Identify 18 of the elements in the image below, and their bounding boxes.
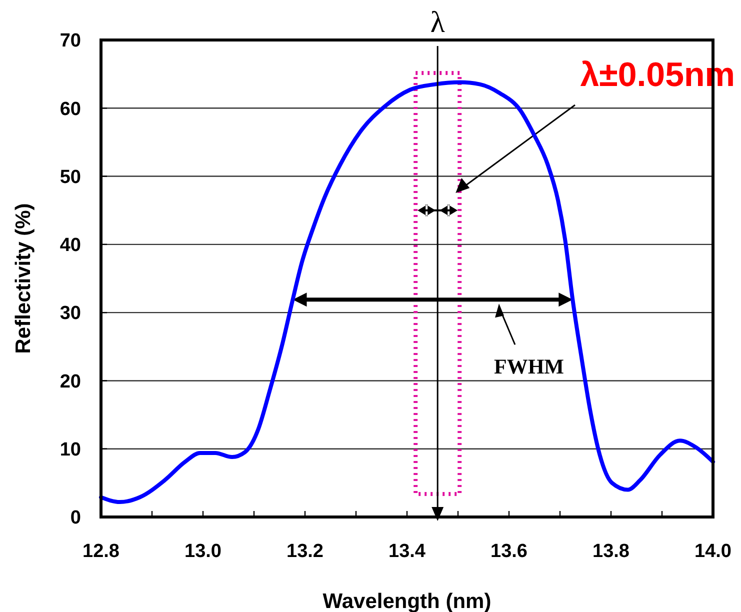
y-tick-label: 40 <box>60 235 81 256</box>
y-tick-label: 20 <box>60 371 81 392</box>
y-axis-title: Reflectivity (%) <box>12 203 35 354</box>
x-tick-label: 13.2 <box>286 541 324 562</box>
x-tick-label: 13.6 <box>490 541 528 562</box>
y-tick-label: 70 <box>60 30 81 52</box>
y-tick-label: 50 <box>60 166 81 188</box>
y-tick-label: 10 <box>60 440 81 461</box>
x-tick-label: 13.4 <box>388 541 426 562</box>
x-tick-label: 12.8 <box>82 541 120 562</box>
text: 14.0 <box>694 541 732 562</box>
annotation: FWHM <box>494 354 564 379</box>
y-tick-label: 60 <box>60 98 81 120</box>
y-tick-label: 0 <box>70 508 81 529</box>
y-tick-label: 30 <box>60 303 81 324</box>
text: 13.0 <box>184 541 222 562</box>
x-tick-label: 13.8 <box>592 541 630 562</box>
ref-line-label: λ <box>430 6 446 39</box>
